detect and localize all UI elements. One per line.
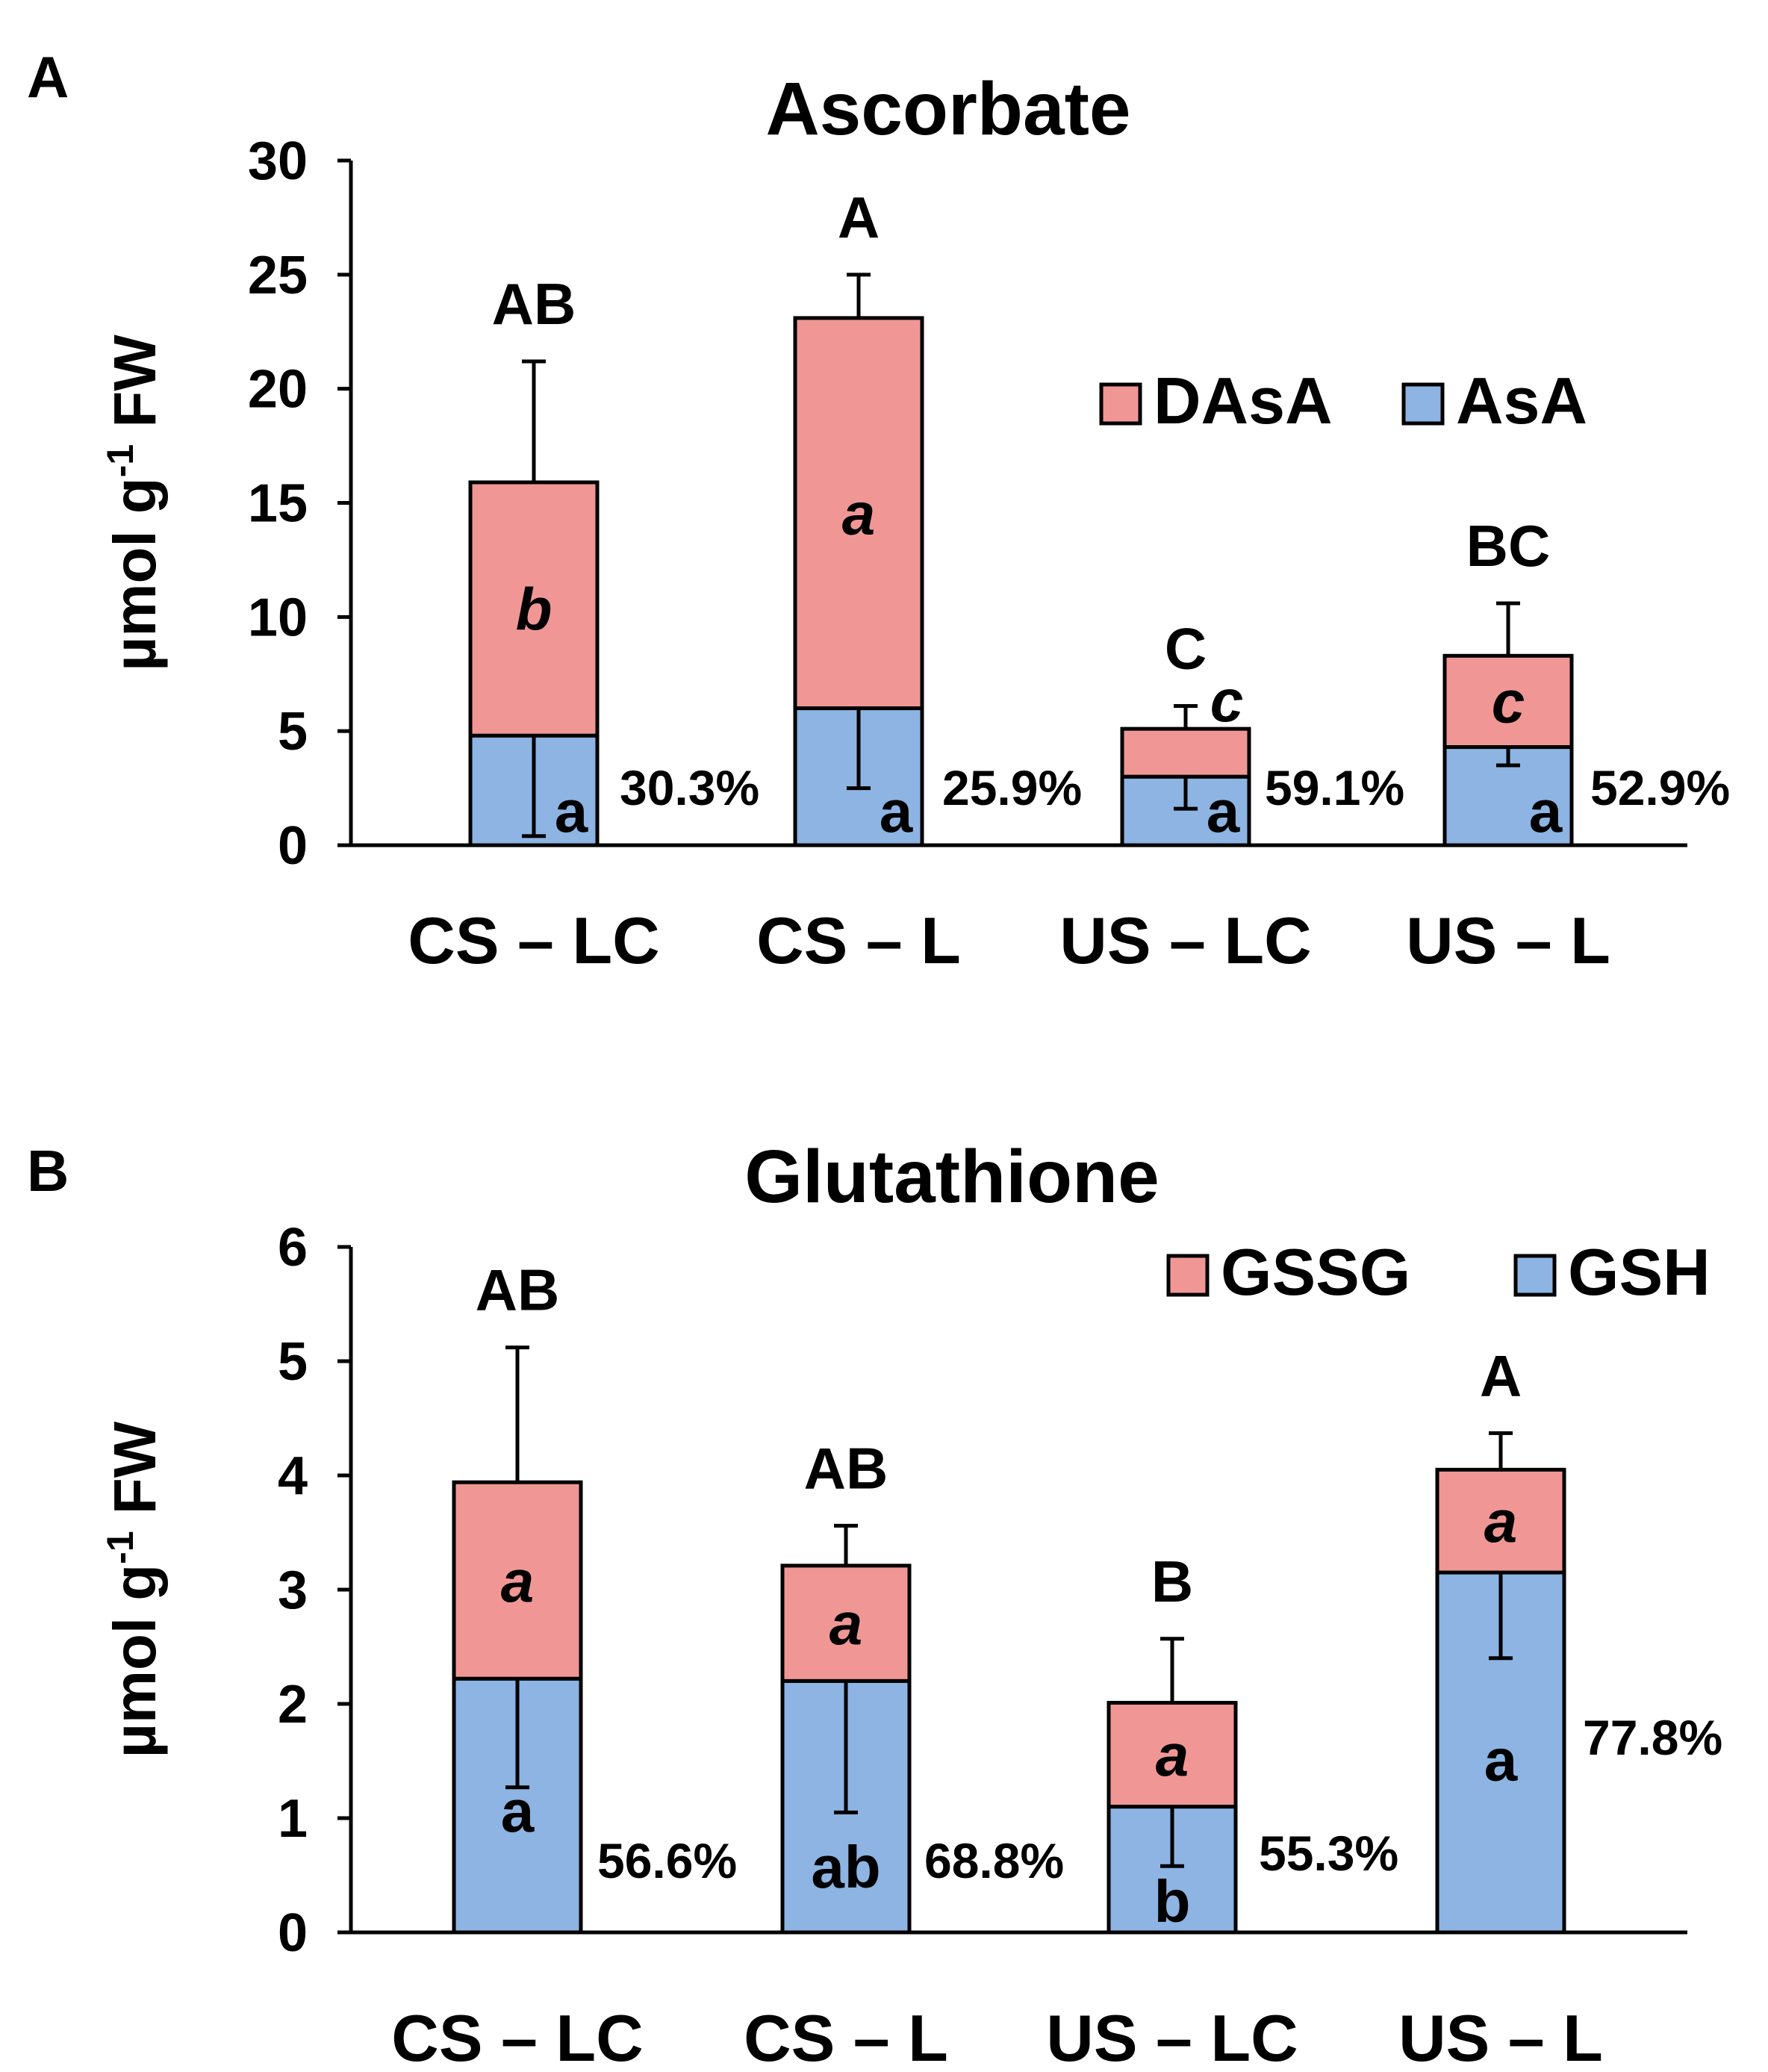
y-axis-label: µmol g-1 FW: [99, 335, 168, 671]
total-significance-letter: AB: [476, 1257, 560, 1323]
percentage-label: 68.8%: [924, 1833, 1064, 1888]
legend-label-gssg: GSSG: [1221, 1235, 1410, 1309]
legend-label-dasa: DAsA: [1154, 364, 1333, 438]
lower-segment-letter: a: [501, 1778, 535, 1844]
panel-label: A: [27, 44, 69, 110]
upper-segment-letter: a: [1484, 1488, 1518, 1555]
legend-swatch-asa: [1401, 382, 1445, 426]
upper-segment-letter: a: [1156, 1722, 1189, 1788]
legend-swatch-dasa: [1099, 382, 1142, 426]
x-category-label: US – LC: [1046, 2001, 1298, 2072]
x-category-label: US – LC: [1059, 903, 1311, 977]
upper-segment-letter: c: [1492, 668, 1525, 735]
legend-label-gsh: GSH: [1568, 1235, 1711, 1309]
y-label-basis: FW: [102, 335, 168, 444]
x-category-label: CS – L: [756, 903, 961, 977]
bar-dasa: [1120, 727, 1251, 779]
x-category-label: CS – LC: [391, 2001, 643, 2072]
legend-swatch-gssg: [1166, 1254, 1210, 1297]
bar-gsh: [1435, 1570, 1566, 1935]
total-significance-letter: A: [838, 184, 880, 250]
upper-segment-letter: a: [842, 480, 876, 547]
y-axis-label: µmol g-1 FW: [99, 1421, 168, 1758]
percentage-label: 56.6%: [597, 1833, 737, 1888]
chart-title: Glutathione: [744, 1135, 1160, 1219]
y-tick-label: 6: [278, 1218, 308, 1278]
total-significance-letter: C: [1165, 616, 1207, 682]
percentage-label: 59.1%: [1265, 760, 1404, 815]
total-significance-letter: A: [1480, 1343, 1522, 1408]
total-significance-letter: AB: [492, 271, 576, 337]
upper-segment-letter: b: [516, 576, 552, 643]
bar-gssg: [1435, 1467, 1566, 1575]
total-significance-letter: BC: [1466, 513, 1551, 579]
y-tick-label: 2: [278, 1675, 308, 1735]
lower-segment-letter: a: [880, 778, 913, 844]
percentage-label: 30.3%: [620, 760, 759, 815]
upper-segment-letter: c: [1210, 668, 1244, 734]
percentage-label: 25.9%: [942, 760, 1082, 815]
y-label-superscript: -1: [99, 444, 141, 477]
y-tick-label: 30: [248, 131, 308, 191]
chart-title: Ascorbate: [765, 67, 1130, 151]
x-category-label: US – L: [1398, 2001, 1603, 2072]
y-tick-label: 5: [278, 1332, 308, 1392]
panel-A: A Ascorbate µmol g-1 FW 0 5 10 15 20 25 30 AB b a 30.…: [27, 44, 1730, 977]
upper-segment-letter: a: [829, 1590, 863, 1657]
y-tick-label: 3: [278, 1561, 308, 1620]
y-label-basis: FW: [102, 1421, 168, 1531]
x-category-label: CS – LC: [408, 903, 659, 977]
panel-label: B: [27, 1138, 69, 1204]
lower-segment-letter: a: [555, 778, 588, 844]
y-label-superscript: -1: [99, 1531, 141, 1564]
y-tick-label: 25: [248, 246, 308, 305]
total-significance-letter: AB: [804, 1435, 888, 1501]
y-tick-label: 10: [248, 588, 308, 647]
percentage-label: 52.9%: [1590, 760, 1730, 815]
y-tick-label: 1: [278, 1789, 308, 1849]
x-category-label: CS – L: [744, 2001, 948, 2072]
y-tick-label: 0: [278, 816, 308, 876]
lower-segment-letter: a: [1529, 778, 1563, 844]
y-tick-label: 0: [278, 1903, 308, 1963]
y-tick-label: 20: [248, 360, 308, 420]
x-category-label: US – L: [1406, 903, 1610, 977]
upper-segment-letter: a: [501, 1548, 535, 1614]
bar-dasa: [793, 316, 924, 711]
y-tick-label: 4: [278, 1446, 308, 1506]
y-tick-label: 15: [248, 474, 308, 534]
lower-segment-letter: ab: [811, 1834, 880, 1900]
legend-swatch-gsh: [1513, 1254, 1557, 1297]
total-significance-letter: B: [1151, 1549, 1193, 1614]
lower-segment-letter: a: [1484, 1727, 1518, 1793]
lower-segment-letter: b: [1154, 1868, 1191, 1935]
lower-segment-letter: a: [1207, 778, 1240, 844]
y-label-unit: µmol g: [102, 477, 168, 671]
y-label-unit: µmol g: [102, 1564, 168, 1758]
percentage-label: 77.8%: [1583, 1710, 1722, 1765]
y-tick-label: 5: [278, 702, 308, 762]
bar-gssg: [780, 1564, 912, 1683]
legend-label-asa: AsA: [1456, 364, 1587, 438]
percentage-label: 55.3%: [1259, 1826, 1398, 1881]
